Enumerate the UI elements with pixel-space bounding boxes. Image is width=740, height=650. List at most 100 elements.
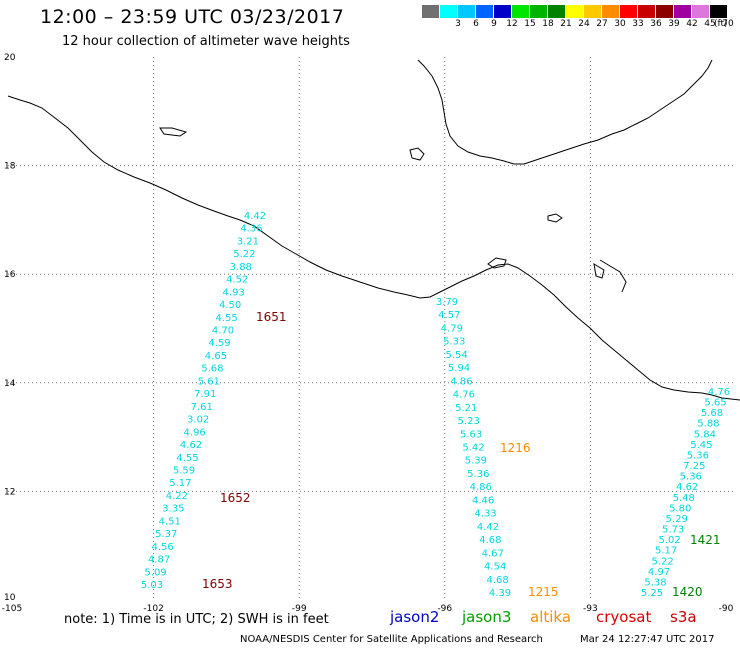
swh-value: 5.37 (155, 529, 177, 540)
pass-time-label: 1421 (690, 533, 721, 547)
swh-value: 4.33 (474, 509, 496, 520)
swh-value: 5.63 (460, 429, 482, 440)
swh-value: 3.35 (162, 504, 184, 515)
swh-value: 5.22 (651, 556, 673, 567)
swh-value: 4.86 (450, 376, 472, 387)
swh-value: 5.68 (201, 364, 223, 375)
swh-value: 7.91 (194, 389, 216, 400)
swh-value: 4.55 (176, 453, 198, 464)
legend-label: 18 (542, 19, 554, 29)
swh-value: 5.03 (141, 580, 163, 591)
swh-value: 4.39 (489, 588, 511, 599)
latitude-tick-label: 12 (4, 487, 15, 497)
swh-value: 5.36 (467, 469, 489, 480)
legend-label: 70 (722, 19, 734, 29)
swh-value: 5.84 (694, 429, 716, 440)
swh-value: 4.52 (226, 275, 248, 286)
swh-value: 5.48 (673, 493, 695, 504)
swh-value: 5.02 (658, 535, 680, 546)
swh-value: 4.68 (486, 575, 508, 586)
swh-value: 5.36 (680, 472, 702, 483)
swh-value: 4.42 (477, 522, 499, 533)
swh-value: 7.25 (683, 461, 705, 472)
swh-value: 5.17 (655, 546, 677, 557)
swh-value: 4.93 (223, 287, 245, 298)
legend-label: 15 (524, 19, 536, 29)
swh-value: 3.21 (237, 236, 259, 247)
swh-value: 4.67 (482, 548, 504, 559)
legend-label: 36 (650, 19, 662, 29)
swh-value: 3.02 (187, 415, 209, 426)
swh-value: 5.36 (687, 450, 709, 461)
swh-value: 3.88 (230, 262, 252, 273)
swh-value: 5.38 (644, 577, 666, 588)
swh-value: 5.54 (446, 350, 468, 361)
swh-value: 5.88 (697, 419, 719, 430)
legend-labels: (ft) 3 6 9 12 15 18 21 24 27 30 33 36 39 42 45 70 (422, 18, 734, 32)
island-3 (159, 127, 188, 137)
swh-value: 5.45 (690, 440, 712, 451)
legend-label: 39 (668, 19, 680, 29)
latitude-tick-label: 10 (4, 593, 16, 603)
legend-label: 33 (632, 19, 644, 29)
swh-value: 4.57 (438, 310, 460, 321)
swh-value: 4.70 (212, 326, 234, 337)
swh-value: 4.51 (159, 516, 181, 527)
legend-label: 3 (455, 19, 461, 29)
altimeter-tracks: 4.42 4.363.21 5.22 3.88 4.524.93 4.50 4.55 4.70… (141, 211, 730, 599)
swh-value: 4.68 (479, 535, 501, 546)
legend-swatch (692, 5, 710, 18)
longitude-tick-label: -96 (437, 604, 452, 614)
swh-value: 4.62 (180, 440, 202, 451)
legend-label: 6 (473, 19, 479, 29)
legend-swatch (566, 5, 584, 18)
satellite-name: jason2 (390, 608, 440, 626)
swh-value: 4.22 (166, 491, 188, 502)
longitude-tick-label: -105 (2, 604, 22, 614)
legend-label: 45 (704, 19, 716, 29)
legend-unit: (ft) (714, 19, 728, 29)
swh-value: 4.86 (470, 482, 492, 493)
pass-time-label: 1420 (672, 585, 703, 599)
swh-value: 5.09 (144, 567, 166, 578)
island-5 (593, 263, 605, 279)
latitude-tick-label: 16 (4, 270, 16, 280)
swh-value: 4.87 (148, 555, 170, 566)
latitude-tick-label: 20 (4, 53, 16, 63)
legend-swatch (602, 5, 620, 18)
swh-value: 5.39 (465, 456, 487, 467)
swh-value: 5.68 (701, 408, 723, 419)
satellite-name: altika (530, 608, 572, 626)
credit-line: NOAA/NESDIS Center for Satellite Applica… (240, 634, 543, 645)
pass-time-label: 1215 (528, 585, 559, 599)
color-legend: (ft) 3 6 9 12 15 18 21 24 27 30 33 36 39 42 45 70 (422, 5, 734, 32)
pass-time-label: 1216 (500, 441, 531, 455)
swh-value: 5.61 (198, 376, 220, 387)
swh-value: 5.22 (233, 249, 255, 260)
swh-value: 4.76 (708, 387, 730, 398)
swh-value: 4.97 (648, 567, 670, 578)
swh-value: 5.73 (662, 525, 684, 536)
island-2 (547, 213, 563, 223)
legend-swatches (422, 5, 728, 18)
longitude-tick-label: -90 (719, 604, 734, 614)
pass-time-label: 1652 (220, 491, 251, 505)
footer-note: note: 1) Time is in UTC; 2) SWH is in fe… (64, 612, 329, 627)
legend-swatch (584, 5, 602, 18)
legend-swatch (710, 5, 728, 18)
swh-value: 5.23 (458, 416, 480, 427)
swh-value: 5.42 (462, 443, 484, 454)
swh-value: 5.25 (641, 588, 663, 599)
swh-value: 4.62 (676, 482, 698, 493)
legend-label: 24 (578, 19, 590, 29)
swh-value: 5.80 (669, 503, 691, 514)
swh-value: 4.55 (215, 313, 237, 324)
island-4 (487, 257, 507, 269)
swh-value: 5.33 (443, 337, 465, 348)
coastline (7, 59, 740, 401)
longitude-tick-label: -102 (143, 604, 163, 614)
legend-label: 9 (491, 19, 497, 29)
swh-value: 5.29 (666, 514, 688, 525)
legend-swatch (458, 5, 476, 18)
